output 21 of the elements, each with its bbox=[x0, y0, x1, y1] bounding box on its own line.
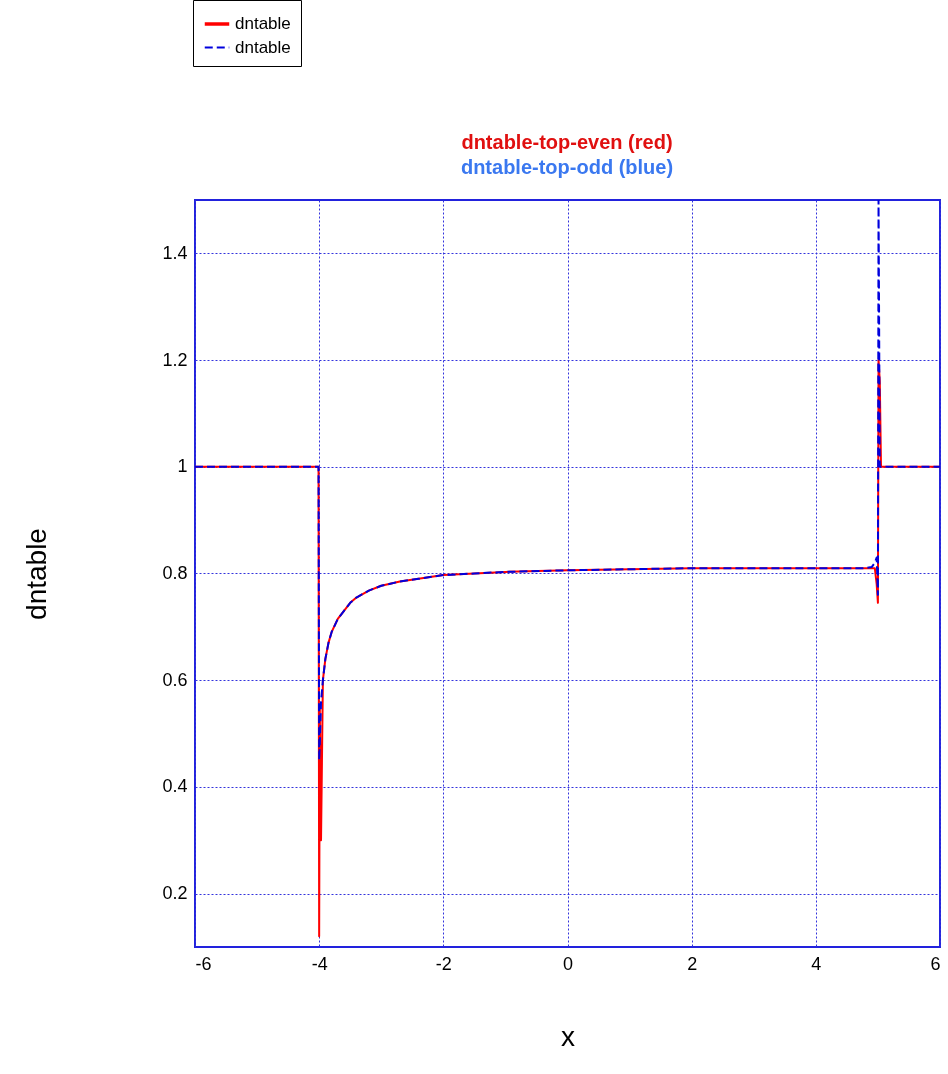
x-tick-label: -2 bbox=[435, 953, 452, 974]
x-tick-label: 4 bbox=[811, 953, 822, 974]
y-axis-title: dntable bbox=[21, 528, 53, 620]
x-tick-label: -6 bbox=[195, 953, 212, 974]
line-series bbox=[195, 200, 940, 762]
chart-title: dntable-top-even (red) bbox=[461, 131, 673, 153]
x-axis-title: x bbox=[561, 1020, 575, 1052]
y-tick-label: 0.2 bbox=[162, 883, 188, 904]
y-tick-label: 1.4 bbox=[162, 242, 188, 263]
legend-label: dntable bbox=[235, 37, 291, 57]
y-tick-label: 1 bbox=[177, 456, 188, 477]
y-tick-label: 0.4 bbox=[162, 776, 188, 797]
x-tick-label: -4 bbox=[311, 953, 328, 974]
chart-subtitle: dntable-top-odd (blue) bbox=[460, 156, 674, 178]
y-tick-label: 0.6 bbox=[162, 669, 188, 690]
y-tick-label: 1.2 bbox=[162, 349, 188, 370]
legend-label: dntable bbox=[235, 14, 291, 33]
x-tick-label: 6 bbox=[930, 953, 941, 974]
x-tick-label: 2 bbox=[687, 953, 698, 974]
y-tick-label: 0.8 bbox=[162, 563, 188, 583]
x-tick-label: 0 bbox=[562, 953, 574, 974]
